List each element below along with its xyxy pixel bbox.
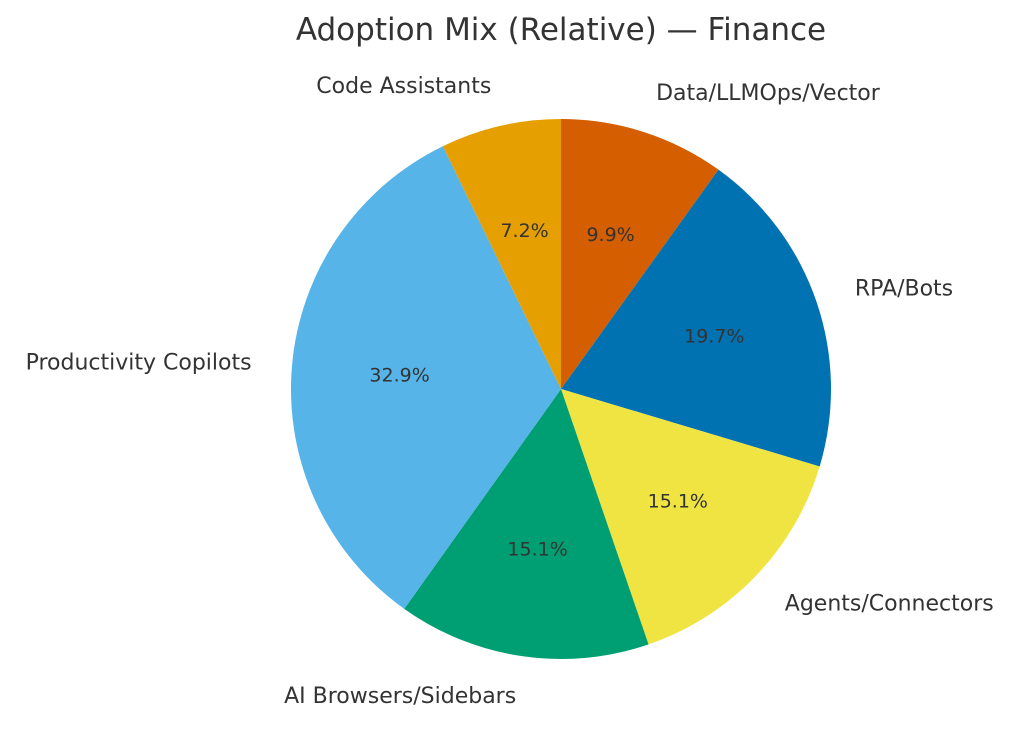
percent-label-data-llmops-vector: 9.9% — [586, 224, 634, 246]
category-labels: Data/LLMOps/Vector RPA/Bots Agents/Connect… — [26, 74, 994, 709]
pie-slice-productivity-copilots — [291, 146, 561, 609]
pie-slices — [291, 118, 832, 659]
percent-label-rpa-bots: 19.7% — [684, 326, 744, 348]
pie-slice-data-llmops-vector — [561, 119, 719, 389]
category-label-ai-browsers-sidebars: AI Browsers/Sidebars — [284, 684, 516, 709]
category-label-code-assistants: Code Assistants — [316, 74, 491, 99]
pie-slice-rpa-bots — [561, 169, 832, 467]
category-label-rpa-bots: RPA/Bots — [855, 276, 953, 301]
percent-label-code-assistants: 7.2% — [500, 220, 548, 242]
percent-label-ai-browsers-sidebars: 15.1% — [507, 538, 567, 560]
percent-labels: 9.9% 19.7% 15.1% 15.1% 32.9% 7.2% — [369, 220, 744, 560]
category-label-data-llmops-vector: Data/LLMOps/Vector — [656, 81, 881, 106]
chart-title: Adoption Mix (Relative) — Finance — [296, 12, 826, 48]
percent-label-productivity-copilots: 32.9% — [369, 365, 429, 387]
percent-label-agents-connectors: 15.1% — [648, 490, 708, 512]
pie-slice-ai-browsers-sidebars — [404, 389, 649, 659]
pie-slice-code-assistants — [442, 118, 561, 389]
category-label-productivity-copilots: Productivity Copilots — [26, 351, 252, 376]
category-label-agents-connectors: Agents/Connectors — [785, 592, 994, 617]
pie-slice-agents-connectors — [561, 389, 820, 645]
